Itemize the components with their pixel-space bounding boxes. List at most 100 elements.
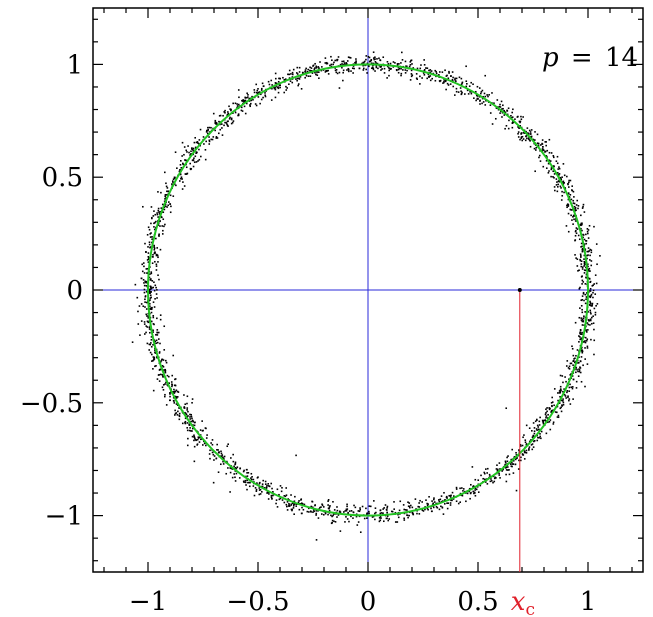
scatter-point [590,251,593,254]
scatter-point [355,61,357,64]
scatter-point [358,510,361,513]
scatter-point [400,72,403,75]
scatter-point [470,483,472,486]
scatter-point [380,69,382,71]
scatter-point [386,507,388,509]
scatter-point [573,361,576,364]
scatter-point [465,80,468,83]
scatter-point [419,75,421,78]
scatter-point [332,500,334,503]
scatter-point [159,314,162,316]
scatter-point [324,71,327,73]
scatter-point [525,135,527,138]
scatter-point [158,380,161,382]
scatter-point [571,387,574,390]
scatter-point [158,233,160,236]
scatter-point [336,506,338,508]
scatter-point [165,185,168,188]
scatter-point [330,514,332,517]
scatter-point [593,339,596,342]
scatter-point [248,481,250,484]
scatter-point [212,112,215,115]
scatter-point [352,72,354,74]
scatter-point [221,134,224,136]
scatter-point [576,368,578,371]
scatter-point [546,421,549,424]
scatter-point [536,429,538,431]
scatter-point [277,80,280,83]
scatter-point [571,189,573,191]
scatter-point [147,226,150,229]
scatter-point [154,298,156,300]
scatter-point [533,432,536,435]
scatter-point [324,62,327,64]
scatter-point [566,360,569,362]
scatter-point [500,100,503,103]
scatter-point [141,263,144,266]
scatter-point [445,496,448,499]
scatter-point [590,249,593,252]
scatter-point [196,141,199,143]
scatter-point [330,55,332,58]
scatter-point [544,151,546,153]
scatter-point [264,480,267,483]
scatter-point [458,76,461,79]
scatter-point [385,508,388,511]
scatter-point [262,85,265,88]
scatter-point [175,397,178,399]
scatter-point [423,74,426,76]
scatter-point [350,515,352,518]
scatter-point [496,99,499,101]
scatter-point [379,65,382,68]
p-annotation: p = 14 [542,43,638,73]
scatter-point [365,55,368,57]
scatter-point [250,478,253,481]
scatter-point [149,273,151,275]
scatter-point [151,360,153,362]
scatter-point [160,191,162,194]
scatter-point [166,187,169,189]
scatter-point [444,79,446,82]
scatter-point [161,233,164,235]
scatter-point [415,508,417,510]
scatter-point [583,324,586,326]
scatter-point [200,438,202,441]
scatter-point [363,517,366,520]
scatter-point [357,510,360,512]
scatter-point [305,74,308,77]
scatter-point [302,508,305,511]
scatter-point [159,373,162,376]
scatter-point [443,499,446,501]
scatter-point [295,454,297,457]
scatter-point [525,452,528,454]
scatter-point [439,498,442,501]
scatter-point [545,416,547,419]
scatter-point [481,102,483,105]
scatter-point [457,91,460,93]
scatter-point [572,199,575,202]
scatter-point [533,435,535,438]
scatter-point [161,364,164,367]
scatter-point [557,399,559,402]
scatter-point [539,144,542,146]
scatter-point [184,421,186,424]
scatter-point [482,477,484,480]
scatter-point [206,434,208,436]
scatter-point [536,133,539,136]
scatter-point [148,241,151,244]
scatter-point [579,253,582,256]
scatter-point [581,245,583,248]
scatter-point [158,211,160,214]
scatter-point [212,136,215,138]
scatter-point [498,105,501,108]
scatter-point [550,402,553,404]
scatter-point [222,457,225,460]
scatter-point [225,122,228,124]
scatter-point [189,162,191,165]
x-tick-label: −1 [129,587,167,617]
scatter-point [234,480,237,482]
scatter-point [548,151,551,154]
scatter-point [162,375,164,378]
scatter-point [404,72,407,74]
scatter-point [155,342,157,345]
